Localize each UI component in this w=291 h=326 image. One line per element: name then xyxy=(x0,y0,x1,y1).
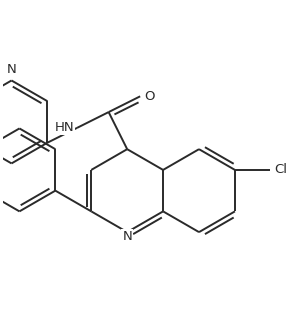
Text: Cl: Cl xyxy=(274,163,287,176)
Text: HN: HN xyxy=(55,121,74,134)
Text: N: N xyxy=(122,230,132,243)
Text: O: O xyxy=(144,90,155,103)
Text: N: N xyxy=(7,63,16,76)
